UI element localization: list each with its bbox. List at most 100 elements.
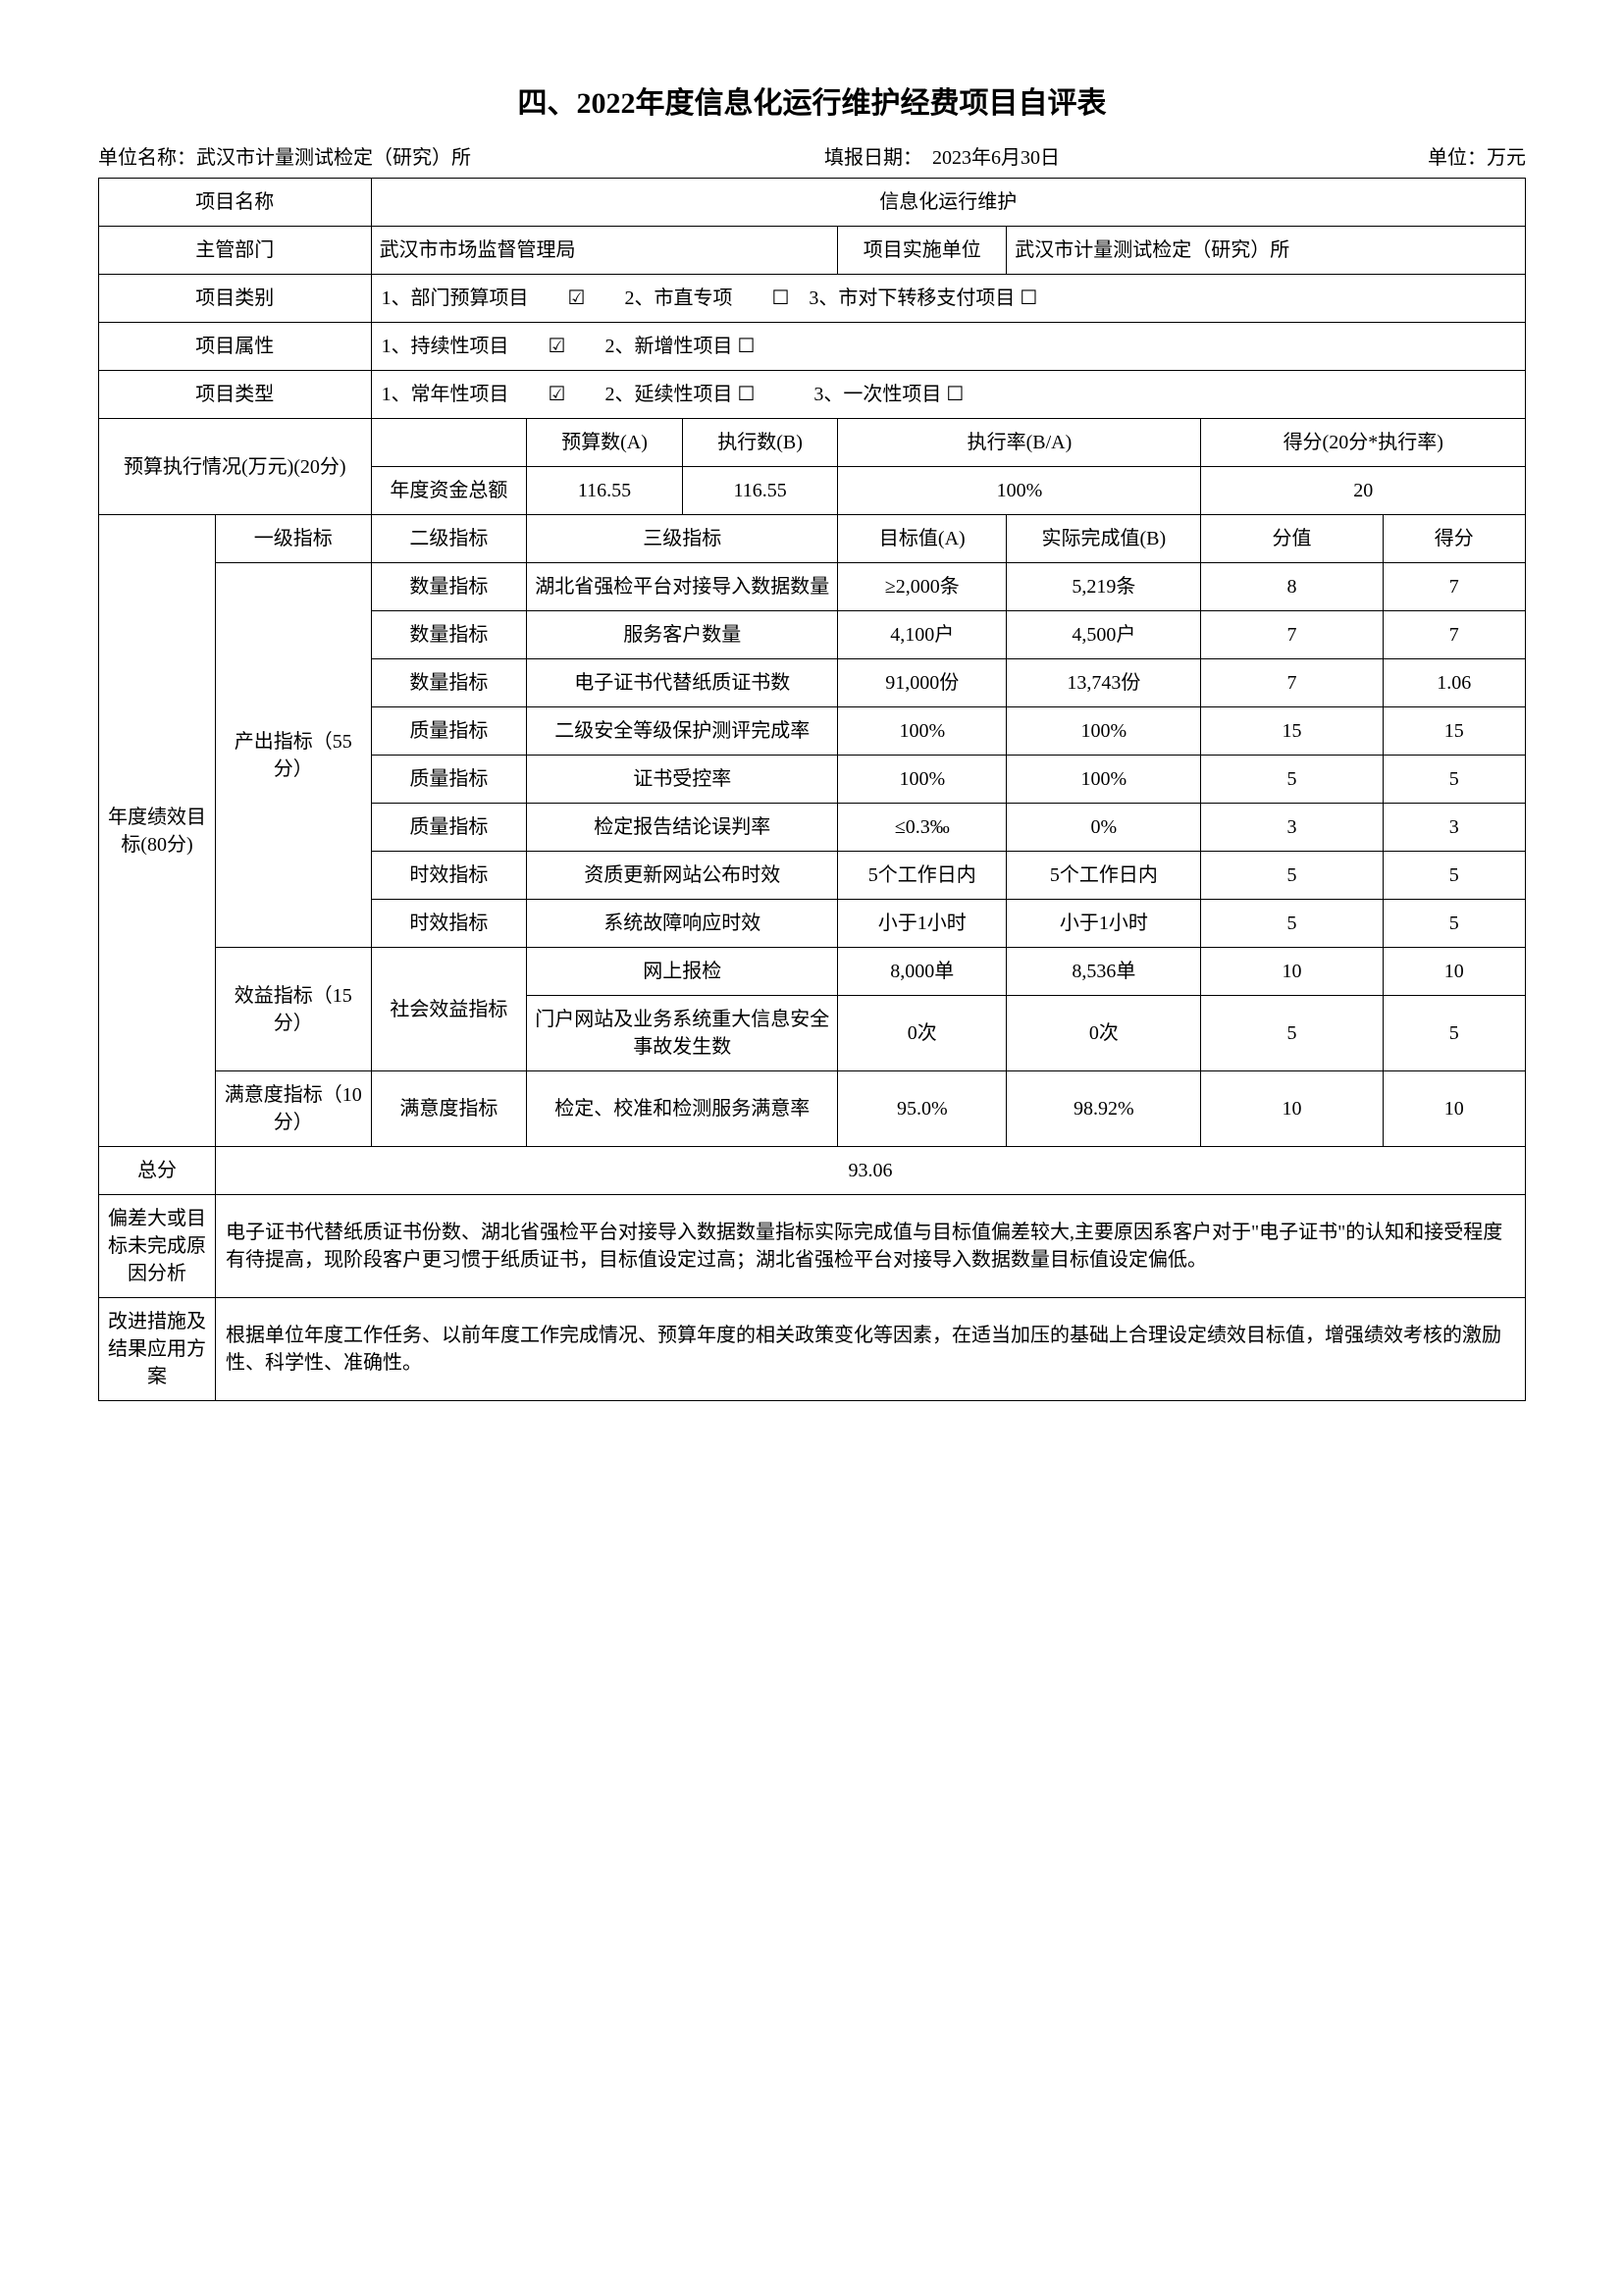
perf-col-level3: 三级指标 xyxy=(527,515,838,563)
perf-col-target: 目标值(A) xyxy=(838,515,1007,563)
perf-actual: 100% xyxy=(1007,707,1201,756)
perf-l3: 服务客户数量 xyxy=(527,611,838,659)
project-name-value: 信息化运行维护 xyxy=(371,179,1525,227)
project-name-row: 项目名称 信息化运行维护 xyxy=(99,179,1526,227)
perf-header-row: 年度绩效目标(80分) 一级指标 二级指标 三级指标 目标值(A) 实际完成值(… xyxy=(99,515,1526,563)
perf-l2: 质量指标 xyxy=(371,804,527,852)
perf-l2: 数量指标 xyxy=(371,659,527,707)
perf-l3: 检定报告结论误判率 xyxy=(527,804,838,852)
perf-col-actual: 实际完成值(B) xyxy=(1007,515,1201,563)
perf-col-level1: 一级指标 xyxy=(215,515,371,563)
perf-target: 小于1小时 xyxy=(838,900,1007,948)
budget-section-label: 预算执行情况(万元)(20分) xyxy=(99,419,372,515)
project-attr-label: 项目属性 xyxy=(99,323,372,371)
perf-actual: 0% xyxy=(1007,804,1201,852)
perf-l3: 电子证书代替纸质证书数 xyxy=(527,659,838,707)
total-label: 总分 xyxy=(99,1147,216,1195)
project-type-label: 项目类型 xyxy=(99,371,372,419)
perf-actual: 0次 xyxy=(1007,996,1201,1071)
project-type-value: 1、常年性项目 ☑ 2、延续性项目 ☐ 3、一次性项目 ☐ xyxy=(371,371,1525,419)
total-row: 总分 93.06 xyxy=(99,1147,1526,1195)
perf-points: 10 xyxy=(1201,1071,1383,1147)
budget-a-value: 116.55 xyxy=(527,467,683,515)
supervisor-label: 主管部门 xyxy=(99,227,372,275)
perf-actual: 98.92% xyxy=(1007,1071,1201,1147)
perf-score: 5 xyxy=(1383,852,1526,900)
perf-actual: 13,743份 xyxy=(1007,659,1201,707)
benefit-label: 效益指标（15分） xyxy=(215,948,371,1071)
perf-target: 100% xyxy=(838,756,1007,804)
perf-l2: 质量指标 xyxy=(371,756,527,804)
perf-points: 15 xyxy=(1201,707,1383,756)
perf-target: 8,000单 xyxy=(838,948,1007,996)
perf-score: 7 xyxy=(1383,611,1526,659)
deviation-label: 偏差大或目标未完成原因分析 xyxy=(99,1195,216,1298)
improvement-label: 改进措施及结果应用方案 xyxy=(99,1298,216,1401)
perf-points: 3 xyxy=(1201,804,1383,852)
budget-b-value: 116.55 xyxy=(682,467,838,515)
perf-l3: 网上报检 xyxy=(527,948,838,996)
budget-rate-value: 100% xyxy=(838,467,1201,515)
perf-section-label: 年度绩效目标(80分) xyxy=(99,515,216,1147)
project-attr-row: 项目属性 1、持续性项目 ☑ 2、新增性项目 ☐ xyxy=(99,323,1526,371)
budget-empty xyxy=(371,419,527,467)
impl-unit-value: 武汉市计量测试检定（研究）所 xyxy=(1007,227,1526,275)
satisfaction-label: 满意度指标（10分） xyxy=(215,1071,371,1147)
perf-l2: 数量指标 xyxy=(371,611,527,659)
perf-actual: 小于1小时 xyxy=(1007,900,1201,948)
perf-l3: 证书受控率 xyxy=(527,756,838,804)
budget-col-rate: 执行率(B/A) xyxy=(838,419,1201,467)
perf-l3: 系统故障响应时效 xyxy=(527,900,838,948)
perf-l2: 时效指标 xyxy=(371,900,527,948)
perf-score: 10 xyxy=(1383,1071,1526,1147)
perf-l2: 满意度指标 xyxy=(371,1071,527,1147)
perf-actual: 4,500户 xyxy=(1007,611,1201,659)
perf-target: ≥2,000条 xyxy=(838,563,1007,611)
perf-actual: 8,536单 xyxy=(1007,948,1201,996)
perf-actual: 5个工作日内 xyxy=(1007,852,1201,900)
perf-col-points: 分值 xyxy=(1201,515,1383,563)
perf-target: 0次 xyxy=(838,996,1007,1071)
deviation-text: 电子证书代替纸质证书份数、湖北省强检平台对接导入数据数量指标实际完成值与目标值偏… xyxy=(215,1195,1525,1298)
perf-score: 5 xyxy=(1383,756,1526,804)
perf-points: 5 xyxy=(1201,900,1383,948)
perf-row: 效益指标（15分） 社会效益指标 网上报检 8,000单 8,536单 10 1… xyxy=(99,948,1526,996)
perf-points: 10 xyxy=(1201,948,1383,996)
project-category-value: 1、部门预算项目 ☑ 2、市直专项 ☐ 3、市对下转移支付项目 ☐ xyxy=(371,275,1525,323)
perf-l3: 资质更新网站公布时效 xyxy=(527,852,838,900)
project-attr-value: 1、持续性项目 ☑ 2、新增性项目 ☐ xyxy=(371,323,1525,371)
supervisor-value: 武汉市市场监督管理局 xyxy=(371,227,838,275)
perf-target: 5个工作日内 xyxy=(838,852,1007,900)
perf-l3: 检定、校准和检测服务满意率 xyxy=(527,1071,838,1147)
perf-score: 15 xyxy=(1383,707,1526,756)
perf-actual: 100% xyxy=(1007,756,1201,804)
unit-name: 单位名称：武汉市计量测试检定（研究）所 xyxy=(98,141,824,170)
output-label: 产出指标（55分） xyxy=(215,563,371,948)
perf-target: 95.0% xyxy=(838,1071,1007,1147)
perf-row: 满意度指标（10分） 满意度指标 检定、校准和检测服务满意率 95.0% 98.… xyxy=(99,1071,1526,1147)
perf-l2: 质量指标 xyxy=(371,707,527,756)
perf-score: 7 xyxy=(1383,563,1526,611)
perf-target: 100% xyxy=(838,707,1007,756)
perf-l2: 时效指标 xyxy=(371,852,527,900)
perf-points: 7 xyxy=(1201,659,1383,707)
unit-money: 单位：万元 xyxy=(1315,141,1526,170)
deviation-row: 偏差大或目标未完成原因分析 电子证书代替纸质证书份数、湖北省强检平台对接导入数据… xyxy=(99,1195,1526,1298)
perf-l3: 湖北省强检平台对接导入数据数量 xyxy=(527,563,838,611)
perf-l3: 门户网站及业务系统重大信息安全事故发生数 xyxy=(527,996,838,1071)
perf-col-score: 得分 xyxy=(1383,515,1526,563)
budget-col-a: 预算数(A) xyxy=(527,419,683,467)
budget-header-row: 预算执行情况(万元)(20分) 预算数(A) 执行数(B) 执行率(B/A) 得… xyxy=(99,419,1526,467)
total-value: 93.06 xyxy=(215,1147,1525,1195)
improvement-text: 根据单位年度工作任务、以前年度工作完成情况、预算年度的相关政策变化等因素，在适当… xyxy=(215,1298,1525,1401)
perf-l2: 社会效益指标 xyxy=(371,948,527,1071)
perf-target: ≤0.3‰ xyxy=(838,804,1007,852)
annual-fund-label: 年度资金总额 xyxy=(371,467,527,515)
project-category-label: 项目类别 xyxy=(99,275,372,323)
perf-l3: 二级安全等级保护测评完成率 xyxy=(527,707,838,756)
project-name-label: 项目名称 xyxy=(99,179,372,227)
budget-col-b: 执行数(B) xyxy=(682,419,838,467)
perf-col-level2: 二级指标 xyxy=(371,515,527,563)
perf-score: 5 xyxy=(1383,996,1526,1071)
supervisor-row: 主管部门 武汉市市场监督管理局 项目实施单位 武汉市计量测试检定（研究）所 xyxy=(99,227,1526,275)
